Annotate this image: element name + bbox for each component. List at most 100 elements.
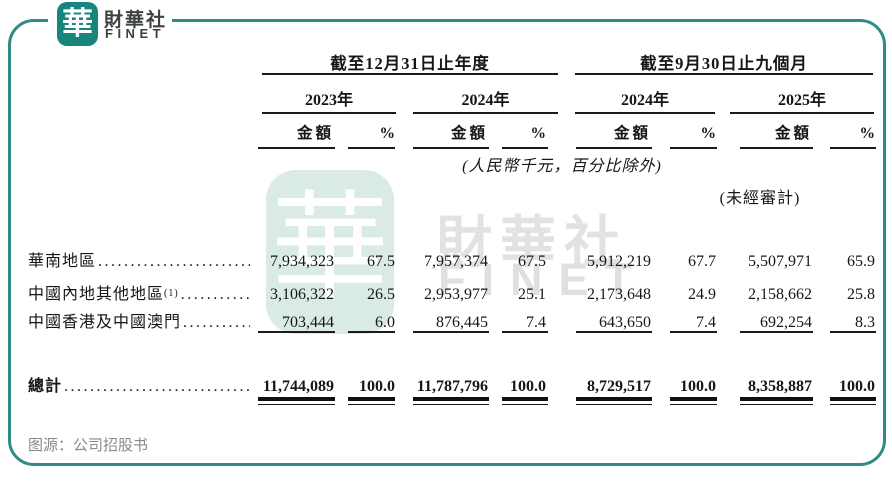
row-label: 中國內地其他地區(1).............................… <box>28 280 252 304</box>
total-value: 11,787,796 <box>416 378 488 395</box>
cell-value: 8.3 <box>855 314 875 331</box>
rule <box>348 403 395 405</box>
total-value: 100.0 <box>510 378 546 395</box>
dot-leader: .................................... <box>98 253 250 270</box>
watermark-text-en: FINET <box>438 254 648 305</box>
rule <box>258 403 335 405</box>
col-header-percent: % <box>530 125 547 142</box>
rule <box>502 397 548 401</box>
total-label: 總計.................................... <box>28 372 252 396</box>
group-header-fy: 截至12月31日止年度 <box>330 54 490 73</box>
row-label: 華南地區.................................... <box>28 247 252 271</box>
total-value: 11,744,089 <box>262 378 334 395</box>
col-header-percent: % <box>379 125 396 142</box>
row-label-text: 華南地區 <box>28 253 97 270</box>
cell-value: 643,650 <box>599 314 651 331</box>
finet-logo-icon: 華 <box>57 2 98 46</box>
cell-value: 876,445 <box>436 314 488 331</box>
rule <box>413 403 489 405</box>
dot-leader: .................................... <box>64 378 250 395</box>
total-value: 8,358,887 <box>748 378 812 395</box>
cell-value: 7.4 <box>696 314 716 331</box>
logo-name-en: FINET <box>105 26 166 41</box>
rule <box>830 147 876 149</box>
cell-value: 703,444 <box>282 314 334 331</box>
rule <box>576 397 652 401</box>
cell-value: 7,957,374 <box>424 253 488 270</box>
cell-value: 67.7 <box>688 253 716 270</box>
rule <box>413 331 489 333</box>
rule <box>830 397 876 401</box>
rule <box>258 397 335 401</box>
rule <box>670 147 717 149</box>
watermark-logo-icon: 華 <box>266 170 394 334</box>
rule <box>740 403 813 405</box>
column-header-row: 金額 % 金額 % 金額 % 金額 % <box>28 121 875 143</box>
cell-value: 2,953,977 <box>424 286 488 303</box>
cell-value: 67.5 <box>367 253 395 270</box>
group-header-9m: 截至9月30日止九個月 <box>640 54 808 73</box>
row-label: 中國香港及中國澳門...............................… <box>28 308 252 332</box>
col-header-amount: 金額 <box>296 125 334 142</box>
dot-leader: .................................... <box>180 286 250 303</box>
total-value: 100.0 <box>359 378 395 395</box>
logo-name-zh: 財華社 <box>104 10 168 31</box>
rule <box>258 147 335 149</box>
rule <box>258 331 335 333</box>
rule <box>502 403 548 405</box>
footnote-ref: (1) <box>164 288 179 299</box>
cell-value: 2,173,648 <box>587 286 651 303</box>
col-header-amount: 金額 <box>774 125 812 142</box>
image-source-caption: 图源：公司招股书 <box>28 437 149 454</box>
cell-value: 67.5 <box>518 253 546 270</box>
table-row: 華南地區....................................… <box>28 247 875 271</box>
rule <box>413 112 558 114</box>
total-row: 總計.................................... 1… <box>28 372 875 396</box>
rule <box>576 331 652 333</box>
rule <box>502 331 548 333</box>
rule <box>576 147 652 149</box>
year-header-9m2024: 2024年 <box>620 92 669 109</box>
rule <box>830 403 876 405</box>
rule <box>413 147 489 149</box>
watermark-text-zh: 財華社 <box>436 211 628 274</box>
row-label-text: 中國內地其他地區 <box>28 286 165 303</box>
rule <box>262 73 558 75</box>
cell-value: 6.0 <box>375 314 395 331</box>
note-unaudited: (未經審計) <box>719 190 801 207</box>
cell-value: 5,507,971 <box>748 253 812 270</box>
rule <box>348 147 395 149</box>
cell-value: 692,254 <box>760 314 812 331</box>
dot-leader: .................................... <box>183 314 250 331</box>
cell-value: 25.8 <box>847 286 875 303</box>
total-value: 100.0 <box>839 378 875 395</box>
cell-value: 3,106,322 <box>270 286 334 303</box>
cell-value: 65.9 <box>847 253 875 270</box>
table-row: 中國香港及中國澳門...............................… <box>28 308 875 332</box>
rule <box>740 331 813 333</box>
year-header-2024: 2024年 <box>461 92 510 109</box>
rule <box>262 112 396 114</box>
teal-border-frame <box>8 19 886 466</box>
logo-border-gap <box>48 16 172 27</box>
rule <box>348 397 395 401</box>
col-header-amount: 金額 <box>613 125 651 142</box>
col-header-percent: % <box>859 125 876 142</box>
cell-value: 7.4 <box>526 314 546 331</box>
cell-value: 2,158,662 <box>748 286 812 303</box>
rule <box>670 403 717 405</box>
table-row: 中國內地其他地區(1).............................… <box>28 280 875 304</box>
col-header-percent: % <box>700 125 717 142</box>
rule <box>830 331 876 333</box>
row-label-text: 中國香港及中國澳門 <box>28 314 182 331</box>
rule <box>575 112 715 114</box>
rule <box>413 397 489 401</box>
rule <box>670 397 717 401</box>
rule <box>730 112 874 114</box>
note-currency-unit: (人民幣千元，百分比除外) <box>462 158 662 175</box>
cell-value: 24.9 <box>688 286 716 303</box>
rule <box>575 73 873 75</box>
rule <box>576 403 652 405</box>
total-value: 8,729,517 <box>587 378 651 395</box>
